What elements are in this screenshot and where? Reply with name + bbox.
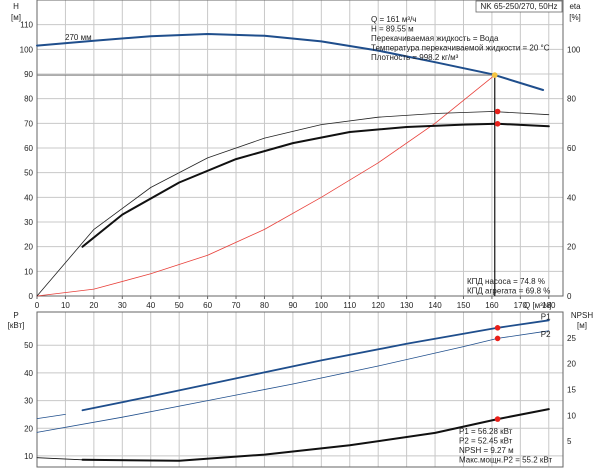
head-efficiency-panel: 0 10 20 30 40 50 60 70 80 90 100 110 0 20 40 60 80 100 0 10… (11, 0, 581, 310)
left-tick-label: 10 (24, 267, 33, 276)
power-npsh-panel: 10 20 30 40 50 5 10 15 20 25 P[кВт] NPSH[м] P1 P2 P1 =… (8, 311, 593, 468)
marker-point-2 (494, 416, 501, 422)
series-label-p2: P2 (541, 330, 551, 339)
x-tick-label: 100 (315, 301, 329, 310)
left-tick-label: 70 (24, 119, 33, 128)
right-tick-label: 60 (567, 144, 576, 153)
left-tick-label: 100 (20, 45, 34, 54)
series-label-270mm: 270 мм (65, 33, 92, 42)
right-axis-unit: [м] (577, 321, 587, 330)
x-tick-label: 0 (35, 301, 40, 310)
marker-point-2 (494, 121, 501, 127)
x-tick-label: 30 (118, 301, 127, 310)
left-tick-label: 20 (24, 243, 33, 252)
efficiency-line: КПД агрегата = 69.8 % (467, 287, 550, 296)
series-line-0 (36, 33, 545, 91)
series-line-2 (36, 413, 66, 420)
x-tick-label: 60 (203, 301, 212, 310)
plot-frame (36, 311, 564, 468)
x-tick-label: 50 (175, 301, 184, 310)
info-line: P2 = 52.45 кВт (459, 437, 513, 446)
header-label-box (475, 0, 563, 13)
marker-point-1 (494, 335, 501, 342)
series-line-3 (36, 457, 83, 461)
series-line-2 (36, 111, 550, 297)
plot-frame (36, 0, 564, 297)
left-tick-label: 10 (24, 452, 33, 461)
left-tick-label: 40 (24, 193, 33, 202)
left-tick-label: 110 (20, 21, 33, 30)
x-tick-label: 80 (260, 301, 269, 310)
series-line-1 (36, 330, 550, 433)
info-line: Плотность = 998.2 кг/м³ (371, 53, 459, 62)
left-tick-label: 0 (29, 292, 34, 301)
right-axis-name: NPSH (571, 311, 593, 320)
left-tick-label: 20 (24, 424, 33, 433)
right-tick-label: 0 (567, 292, 572, 301)
series-line-3 (81, 122, 550, 248)
x-tick-label: 40 (146, 301, 155, 310)
x-tick-label: 140 (428, 301, 442, 310)
left-axis-unit: [м] (11, 13, 21, 22)
efficiency-line: КПД насоса = 74.8 % (467, 277, 545, 286)
info-line: NPSH = 9.27 м (459, 446, 514, 455)
info-line: P1 = 56.28 кВт (459, 427, 513, 436)
right-axis-name: eta (569, 2, 581, 11)
marker-point-1 (494, 108, 501, 115)
right-tick-label: 15 (567, 386, 576, 395)
x-tick-label: 170 (514, 301, 528, 310)
right-tick-label: 80 (567, 95, 576, 104)
x-tick-label: 110 (343, 301, 356, 310)
right-tick-label: 40 (567, 193, 576, 202)
x-tick-label: 150 (457, 301, 471, 310)
info-line: H = 89.55 м (371, 25, 414, 34)
right-tick-label: 20 (567, 360, 576, 369)
x-axis-label: Q [м³/ч] (524, 301, 551, 310)
x-tick-label: 20 (89, 301, 98, 310)
left-tick-label: 30 (24, 218, 33, 227)
right-tick-label: 20 (567, 243, 576, 252)
x-tick-label: 160 (485, 301, 499, 310)
left-tick-label: 50 (24, 169, 33, 178)
header-label: NK 65-250/270, 50Hz (481, 2, 558, 11)
info-line: Q = 161 м³/ч (371, 15, 416, 24)
x-tick-label: 90 (288, 301, 297, 310)
left-tick-label: 90 (24, 70, 33, 79)
left-tick-label: 60 (24, 144, 33, 153)
left-tick-label: 30 (24, 397, 33, 406)
right-tick-label: 10 (567, 411, 576, 420)
left-tick-label: 50 (24, 341, 33, 350)
right-tick-label: 25 (567, 334, 576, 343)
right-tick-label: 5 (567, 437, 572, 446)
x-tick-label: 130 (400, 301, 414, 310)
right-axis-unit: [%] (569, 13, 581, 22)
x-tick-label: 10 (61, 301, 70, 310)
left-axis-name: P (13, 311, 18, 320)
left-tick-label: 40 (24, 369, 33, 378)
marker-point-0 (494, 325, 501, 331)
left-axis-name: H (13, 2, 19, 11)
info-line: Макс.мощн.P2 = 55.2 кВт (459, 456, 552, 465)
info-line: Температура перекачиваемой жидкости = 20… (371, 44, 550, 53)
series-line-1 (36, 74, 496, 297)
right-tick-label: 100 (567, 45, 581, 54)
x-tick-label: 120 (372, 301, 386, 310)
series-label-p1: P1 (541, 312, 551, 321)
left-tick-label: 80 (24, 95, 33, 104)
left-axis-unit: [кВт] (8, 321, 25, 330)
series-line-0 (81, 319, 550, 412)
marker-point-0 (491, 72, 498, 78)
info-line: Перекачиваемая жидкость = Вода (371, 34, 499, 43)
x-tick-label: 180 (542, 301, 556, 310)
x-tick-label: 70 (232, 301, 241, 310)
